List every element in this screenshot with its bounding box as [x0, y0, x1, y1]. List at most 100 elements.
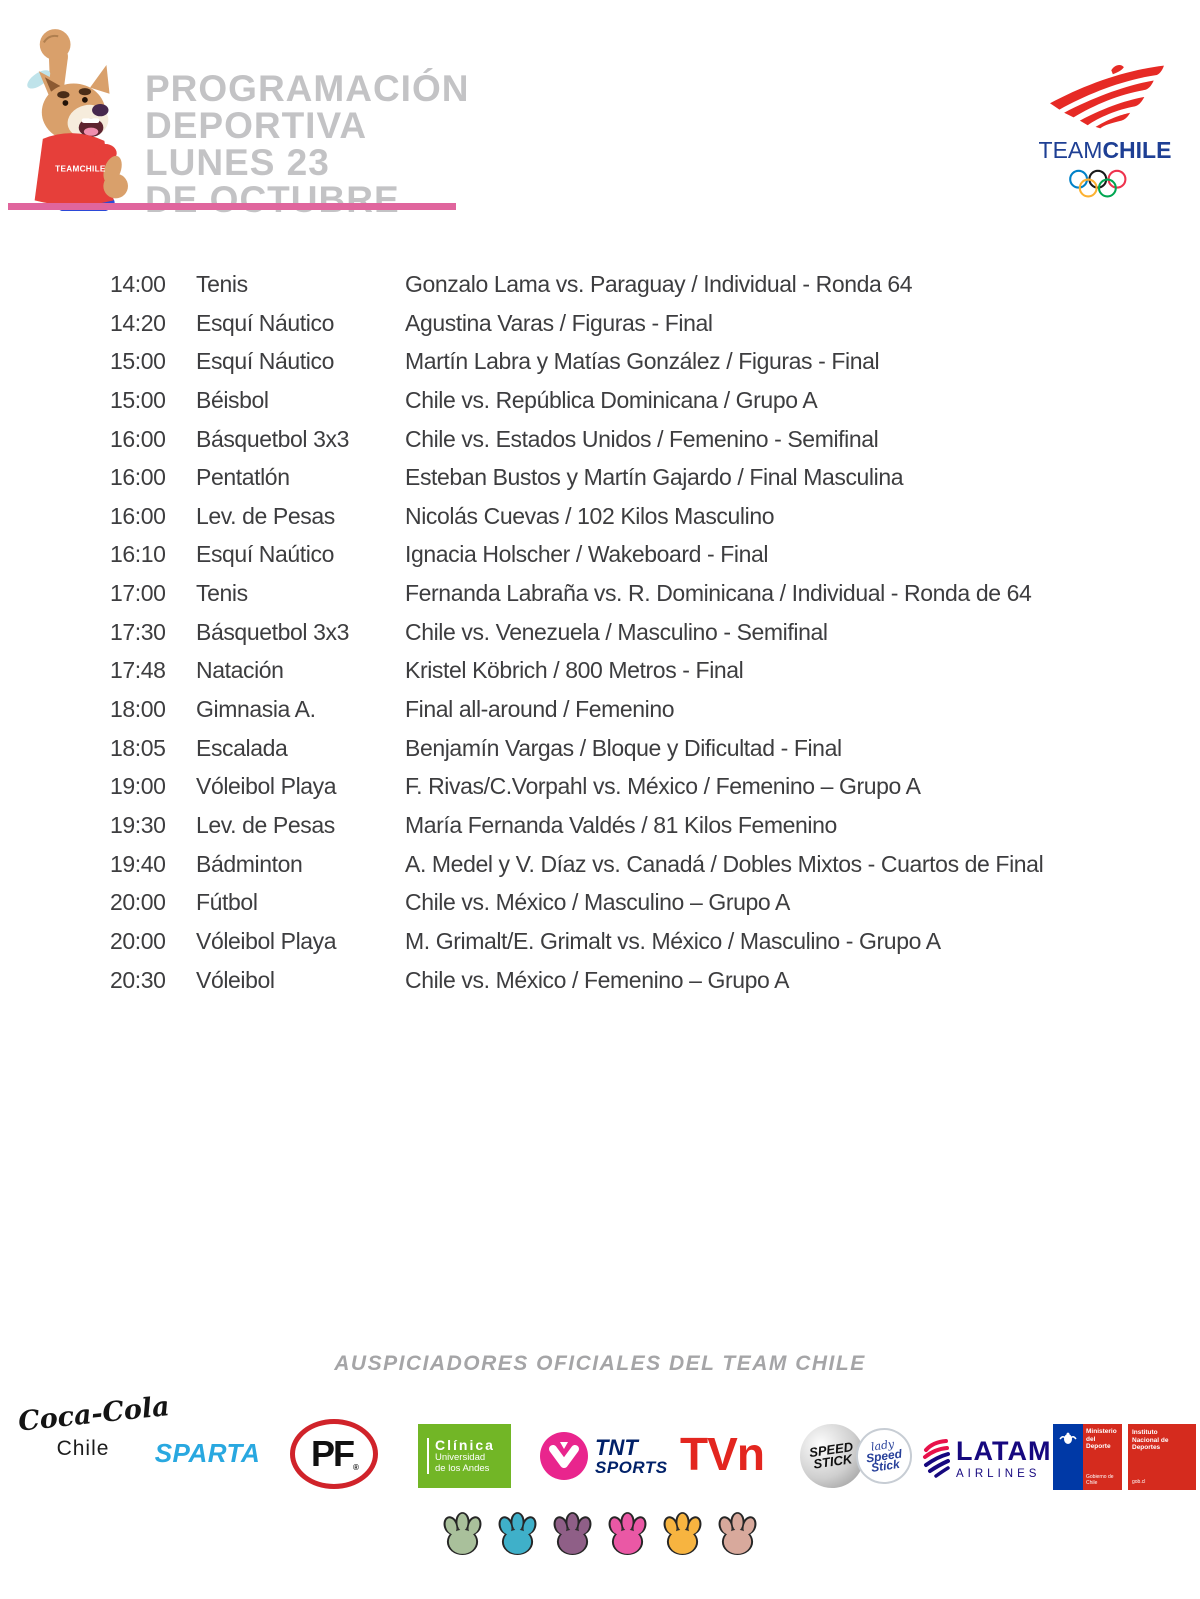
schedule-row: 16:00 Básquetbol 3x3 Chile vs. Estados Uni… [110, 426, 1120, 465]
chile-label: CHILE [1102, 137, 1172, 163]
gov2-line2: Nacional de [1132, 1436, 1169, 1444]
schedule-row: 15:00 Esquí Náutico Martín Labra y Matías … [110, 348, 1120, 387]
schedule-sport: Básquetbol 3x3 [196, 618, 349, 645]
schedule-sport: Gimnasia A. [196, 696, 316, 723]
paw-prints-row [0, 1512, 1200, 1556]
schedule-row: 16:00 Lev. de Pesas Nicolás Cuevas / 102 K… [110, 503, 1120, 542]
schedule-time: 16:00 [110, 464, 166, 491]
clinica-divider [427, 1438, 429, 1474]
schedule-detail: Chile vs. México / Femenino – Grupo A [405, 966, 790, 993]
page-title: PROGRAMACIÓN DEPORTIVA LUNES 23 DE OCTUB… [145, 70, 469, 218]
speed-stick-line2: STICK [812, 1451, 854, 1472]
tnt-line1: TNT [595, 1434, 638, 1460]
schedule-time: 20:00 [110, 889, 166, 916]
clinica-line1: Clínica [435, 1437, 495, 1453]
schedule-time: 18:05 [110, 734, 166, 761]
schedule-time: 15:00 [110, 386, 166, 413]
schedule-detail: María Fernanda Valdés / 81 Kilos Femenin… [405, 811, 837, 838]
sponsor-pf-logo: PF® [290, 1419, 378, 1489]
sponsor-clinica-uandes-logo: Clínica Universidad de los Andes [418, 1424, 511, 1488]
schedule-detail: Agustina Varas / Figuras - Final [405, 309, 713, 336]
paw-print-icon [498, 1512, 537, 1556]
sponsor-tvn-logo: TVn [676, 1430, 768, 1478]
sponsor-sparta-logo: SPARTA [150, 1438, 265, 1469]
sparta-wordmark: SPARTA [154, 1438, 261, 1468]
paw-print-icon [553, 1512, 592, 1556]
coca-cola-wordmark: Coca-Cola [16, 1391, 172, 1438]
schedule-sport: Vóleibol Playa [196, 773, 337, 800]
gov2-bottom: gob.cl [1132, 1479, 1146, 1485]
schedule-row: 16:10 Esquí Naútico Ignacia Holscher / Wak… [110, 541, 1120, 580]
schedule-time: 15:00 [110, 348, 166, 375]
mascot-shirt-label: TEAMCHILE [55, 165, 106, 174]
schedule-sport: Natación [196, 657, 284, 684]
schedule-time: 17:48 [110, 657, 166, 684]
schedule-row: 20:00 Vóleibol Playa M. Grimalt/E. Grimalt… [110, 928, 1120, 967]
gov1-line2: Deporte [1086, 1443, 1111, 1450]
latam-wordmark: LATAM [956, 1436, 1052, 1466]
schedule-detail: Final all-around / Femenino [405, 696, 675, 723]
gov2-line3: Deportes [1132, 1444, 1161, 1451]
title-line: DE OCTUBRE [145, 179, 400, 220]
olympic-rings-icon [1069, 169, 1127, 198]
schedule-row: 17:48 Natación Kristel Köbrich / 800 Metro… [110, 657, 1120, 696]
pf-wordmark: PF® [311, 1433, 359, 1474]
clinica-line3: de los Andes [435, 1462, 490, 1474]
sponsors-heading: AUSPICIADORES OFICIALES DEL TEAM CHILE [334, 1352, 866, 1375]
schedule-sport: Pentatlón [196, 464, 290, 491]
schedule-row: 18:00 Gimnasia A. Final all-around / Femen… [110, 696, 1120, 735]
schedule-table: 14:00 Tenis Gonzalo Lama vs. Paraguay / In… [110, 271, 1120, 1005]
schedule-time: 14:00 [110, 271, 166, 297]
schedule-detail: Chile vs. Venezuela / Masculino - Semifi… [405, 618, 828, 645]
schedule-row: 18:05 Escalada Benjamín Vargas / Bloque y … [110, 735, 1120, 774]
schedule-row: 15:00 Béisbol Chile vs. República Dominica… [110, 387, 1120, 426]
schedule-row: 19:40 Bádminton A. Medel y V. Díaz vs. Can… [110, 851, 1120, 890]
schedule-sport: Esquí Naútico [196, 541, 334, 568]
schedule-detail: Gonzalo Lama vs. Paraguay / Individual -… [405, 271, 913, 297]
schedule-sport: Tenis [196, 271, 248, 297]
schedule-row: 17:00 Tenis Fernanda Labraña vs. R. Domini… [110, 580, 1120, 619]
sponsor-latam-logo: LATAM AIRLINES [922, 1438, 1051, 1480]
schedule-sport: Esquí Náutico [196, 348, 334, 375]
schedule-detail: Ignacia Holscher / Wakeboard - Final [405, 541, 769, 568]
lady-speed-stick-circle: lady Speed Stick [852, 1424, 916, 1488]
sponsor-coca-cola-logo: Coca-Cola Chile [17, 1391, 171, 1461]
schedule-detail: Chile vs. Estados Unidos / Femenino - Se… [405, 425, 879, 452]
accent-divider [8, 203, 456, 210]
schedule-time: 19:30 [110, 811, 166, 838]
schedule-row: 19:30 Lev. de Pesas María Fernanda Valdés … [110, 812, 1120, 851]
latam-airlines-label: AIRLINES [956, 1468, 1041, 1480]
schedule-sport: Tenis [196, 580, 248, 607]
lady-line3: Stick [870, 1456, 901, 1475]
sponsor-speed-stick-logo: SPEED STICK lady Speed Stick [795, 1419, 916, 1493]
schedule-sport: Lev. de Pesas [196, 502, 335, 529]
tnt-circle-icon [540, 1432, 588, 1480]
schedule-detail: Benjamín Vargas / Bloque y Dificultad - … [405, 734, 842, 761]
paw-print-icon [608, 1512, 647, 1556]
schedule-sport: Bádminton [196, 850, 303, 877]
schedule-sport: Escalada [196, 734, 288, 761]
schedule-detail: Chile vs. República Dominicana / Grupo A [405, 386, 818, 413]
gov1-bottom: Gobierno de Chile [1086, 1474, 1114, 1486]
gobierno-flag-block [1053, 1424, 1083, 1490]
schedule-time: 19:00 [110, 773, 166, 800]
team-chile-wordmark: TEAMCHILE [1030, 137, 1180, 164]
clinica-line2: Universidad [435, 1452, 486, 1463]
schedule-detail: Fernanda Labraña vs. R. Dominicana / Ind… [405, 580, 1032, 607]
schedule-detail: F. Rivas/C.Vorpahl vs. México / Femenino… [405, 773, 921, 800]
title-line: DEPORTIVA [145, 105, 368, 146]
paw-print-icon [443, 1512, 482, 1556]
schedule-detail: M. Grimalt/E. Grimalt vs. México / Mascu… [405, 927, 941, 954]
gov2-line1: Instituto [1132, 1429, 1158, 1436]
sponsor-tnt-sports-logo: TNT SPORTS [540, 1432, 668, 1480]
schedule-row: 17:30 Básquetbol 3x3 Chile vs. Venezuela /… [110, 619, 1120, 658]
schedule-sport: Béisbol [196, 386, 269, 413]
mascot-illustration: TEAMCHILE [10, 26, 128, 215]
schedule-sport: Fútbol [196, 889, 258, 916]
schedule-detail: Kristel Köbrich / 800 Metros - Final [405, 657, 744, 684]
schedule-sport: Lev. de Pesas [196, 811, 335, 838]
tvn-wordmark: TVn [680, 1428, 765, 1480]
schedule-sport: Básquetbol 3x3 [196, 425, 349, 452]
schedule-row: 14:20 Esquí Náutico Agustina Varas / Figur… [110, 310, 1120, 349]
